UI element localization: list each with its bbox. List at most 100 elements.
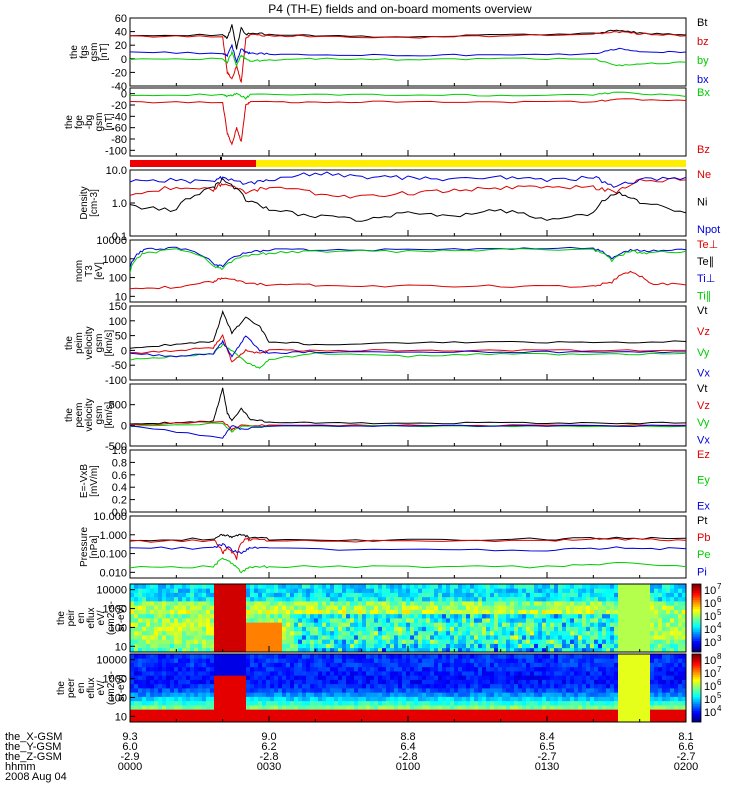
spectrogram-cell bbox=[434, 635, 439, 640]
spectrogram-cell bbox=[370, 588, 375, 593]
spectrogram-cell bbox=[282, 635, 287, 640]
spectrogram-cell bbox=[638, 675, 643, 680]
spectrogram-cell bbox=[330, 630, 335, 636]
spectrogram-cell bbox=[662, 683, 667, 689]
spectrogram-cell bbox=[650, 654, 655, 659]
spectrogram-cell bbox=[362, 601, 367, 606]
spectrogram-cell bbox=[590, 588, 595, 593]
ylabel-line: sr-eV) bbox=[116, 604, 127, 631]
spectrogram-cell bbox=[418, 696, 423, 702]
spectrogram-cell bbox=[482, 713, 487, 719]
spectrogram-cell bbox=[170, 609, 175, 615]
spectrogram-cell bbox=[266, 671, 271, 676]
spectrogram-cell bbox=[362, 584, 367, 589]
ylabel-line: (cm2-s- bbox=[106, 601, 117, 635]
spectrogram-cell bbox=[290, 705, 295, 710]
spectrogram-cell bbox=[230, 584, 235, 589]
spectrogram-cell bbox=[670, 717, 675, 723]
spectrogram-cell bbox=[158, 613, 163, 619]
spectrogram-cell bbox=[294, 709, 299, 714]
spectrogram-cell bbox=[658, 658, 663, 663]
spectrogram-cell bbox=[142, 709, 147, 714]
spectrogram-cell bbox=[346, 709, 351, 714]
spectrogram-cell bbox=[558, 605, 563, 610]
spectrogram-cell bbox=[174, 662, 179, 668]
spectrogram-cell bbox=[626, 601, 631, 606]
spectrogram-cell bbox=[210, 643, 215, 649]
spectrogram-cell bbox=[194, 675, 199, 680]
spectrogram-cell bbox=[210, 635, 215, 640]
spectrogram-cell bbox=[414, 588, 419, 593]
spectrogram-cell bbox=[390, 662, 395, 668]
spectrogram-cell bbox=[198, 584, 203, 589]
spectrogram-cell bbox=[298, 705, 303, 710]
spectrogram-cell bbox=[298, 618, 303, 623]
spectrogram-cell bbox=[366, 622, 371, 627]
spectrogram-cell bbox=[290, 647, 295, 653]
spectrogram-cell bbox=[378, 643, 383, 649]
spectrogram-cell bbox=[434, 584, 439, 589]
spectrogram-cell bbox=[590, 705, 595, 710]
spectrogram-cell bbox=[150, 717, 155, 723]
spectrogram-cell bbox=[270, 671, 275, 676]
spectrogram-cell bbox=[550, 671, 555, 676]
spectrogram-cell bbox=[294, 658, 299, 663]
spectrogram-cell bbox=[474, 622, 479, 627]
spectrogram-cell bbox=[414, 696, 419, 702]
spectrogram-cell bbox=[254, 654, 259, 659]
x-axis-date: 2008 Aug 04 bbox=[5, 771, 67, 783]
spectrogram-cell bbox=[626, 709, 631, 714]
legend-label-Ey: Ey bbox=[697, 475, 710, 487]
spectrogram-cell bbox=[206, 658, 211, 663]
spectrogram-cell bbox=[594, 696, 599, 702]
spectrogram-cell bbox=[490, 584, 495, 589]
spectrogram-cell bbox=[518, 630, 523, 636]
spectrogram-cell bbox=[386, 696, 391, 702]
spectrogram-cell bbox=[258, 635, 263, 640]
spectrogram-cell bbox=[598, 671, 603, 676]
series-line-Pe bbox=[130, 557, 686, 574]
spectrogram-cell bbox=[290, 692, 295, 697]
spectrogram-cell bbox=[218, 662, 223, 668]
spectrogram-cell bbox=[370, 613, 375, 619]
spectrogram-cell bbox=[422, 692, 427, 697]
spectrogram-cell bbox=[222, 658, 227, 663]
spectrogram-cell bbox=[310, 654, 315, 659]
spectrogram-cell bbox=[634, 618, 639, 623]
spectrogram-cell bbox=[438, 666, 443, 672]
spectrogram-cell bbox=[254, 662, 259, 668]
velocity-peim-ylabel: thepeimvelocitygsm[km/s] bbox=[64, 326, 115, 359]
spectrogram-cell bbox=[262, 709, 267, 714]
spectrogram-cell bbox=[506, 601, 511, 606]
x-axis-row-label: the_Y-GSM bbox=[5, 741, 61, 753]
spectrogram-cell bbox=[562, 613, 567, 619]
spectrogram-cell bbox=[610, 666, 615, 672]
spectrogram-cell bbox=[562, 630, 567, 636]
y-tick-label: 0 bbox=[121, 89, 127, 101]
spectrogram-cell bbox=[362, 613, 367, 619]
spectrogram-cell bbox=[602, 696, 607, 702]
spectrogram-cell bbox=[226, 635, 231, 640]
spectrogram-cell bbox=[550, 613, 555, 619]
spectrogram-cell bbox=[222, 601, 227, 606]
spectrogram-cell bbox=[582, 713, 587, 719]
spectrogram-cell bbox=[342, 662, 347, 668]
x-axis-value: 9.3 bbox=[122, 731, 137, 743]
spectrogram-cell bbox=[214, 671, 219, 676]
spectrogram-cell bbox=[186, 717, 191, 723]
spectrogram-cell bbox=[130, 639, 135, 644]
spectrogram-cell bbox=[418, 609, 423, 615]
spectrogram-cell bbox=[178, 696, 183, 702]
spectrogram-cell bbox=[462, 635, 467, 640]
spectrogram-cell bbox=[142, 671, 147, 676]
spectrogram-cell bbox=[402, 683, 407, 689]
spectrogram-cell bbox=[202, 662, 207, 668]
spectrogram-cell bbox=[578, 675, 583, 680]
spectrogram-cell bbox=[266, 601, 271, 606]
spectrogram-cell bbox=[582, 639, 587, 644]
spectrogram-cell bbox=[554, 647, 559, 653]
spectrogram-cell bbox=[630, 601, 635, 606]
spectrogram-cell bbox=[618, 635, 623, 640]
spectrogram-cell bbox=[210, 658, 215, 663]
spectrogram-cell bbox=[430, 622, 435, 627]
